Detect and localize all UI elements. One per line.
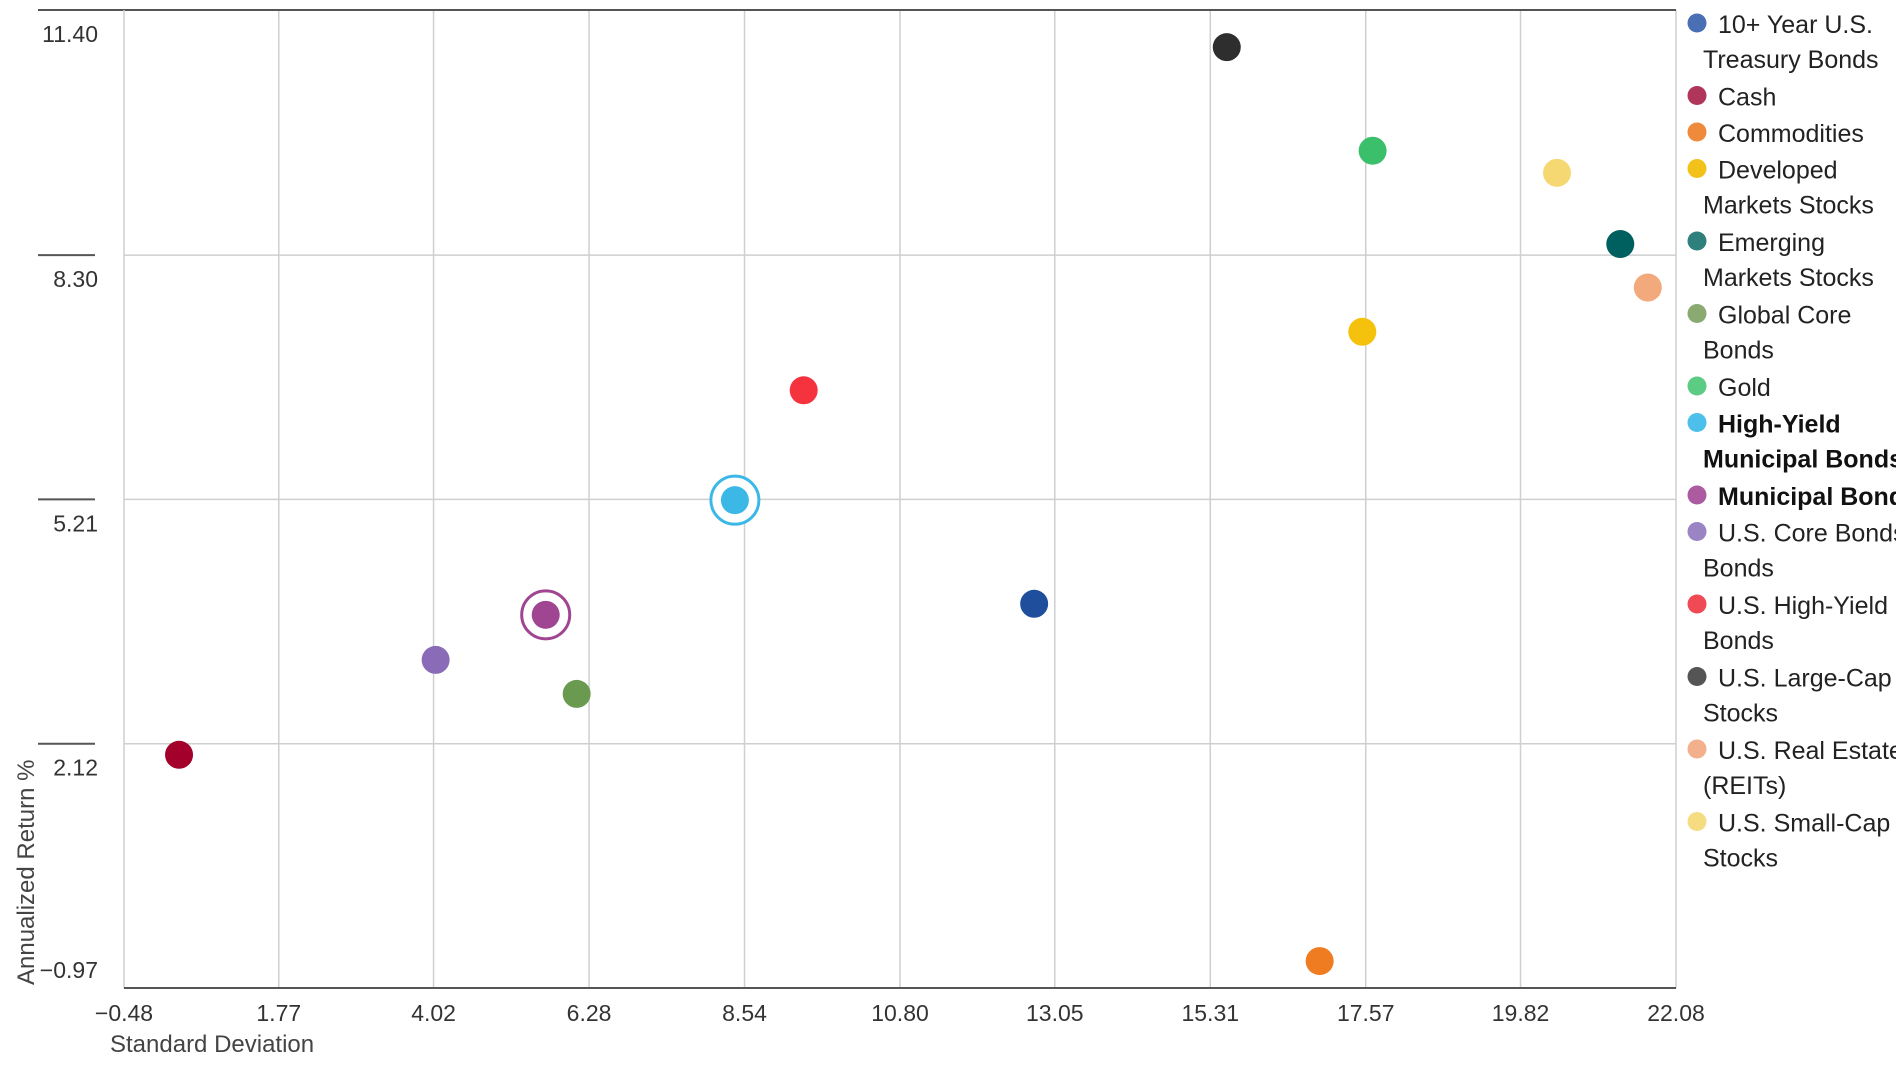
- legend-label: U.S. Core Bonds: [1718, 520, 1896, 548]
- y-tick-label: −0.97: [40, 957, 98, 983]
- legend-label: Developed: [1718, 157, 1838, 185]
- data-point[interactable]: [1542, 158, 1571, 187]
- y-tick-label: 8.30: [53, 266, 98, 292]
- legend-label: Stocks: [1703, 700, 1778, 728]
- legend-label: Commodities: [1718, 120, 1864, 148]
- legend-marker: [1687, 667, 1707, 686]
- legend-marker: [1687, 522, 1707, 541]
- legend-label: Treasury Bonds: [1703, 46, 1879, 74]
- data-point[interactable]: [1358, 136, 1387, 165]
- legend-marker: [1687, 86, 1707, 105]
- legend-marker: [1687, 376, 1707, 396]
- x-tick-label: 8.54: [722, 1000, 767, 1026]
- legend-label: Markets Stocks: [1703, 192, 1874, 220]
- x-tick-label: 19.82: [1492, 1000, 1550, 1026]
- x-tick-label: 22.08: [1647, 1000, 1705, 1026]
- tick-labels: −0.48 1.77 4.02 6.28 8.54 10.80 13.05 15.31 17.5…: [40, 21, 1705, 1026]
- data-point[interactable]: [1348, 317, 1377, 346]
- x-tick-label: −0.48: [95, 1000, 153, 1026]
- legend-marker: [1687, 485, 1707, 505]
- x-axis-title: Standard Deviation: [110, 1031, 314, 1058]
- data-point[interactable]: [720, 486, 749, 515]
- x-tick-label: 17.57: [1337, 1000, 1395, 1026]
- legend-label: U.S. High-Yield: [1718, 592, 1888, 620]
- legend-marker: [1687, 739, 1707, 759]
- data-point[interactable]: [421, 645, 450, 674]
- legend-label: U.S. Real Estate: [1718, 737, 1896, 765]
- data-point[interactable]: [531, 600, 560, 629]
- legend-marker: [1687, 122, 1707, 142]
- data-point[interactable]: [1633, 273, 1662, 302]
- x-tick-label: 4.02: [411, 1000, 456, 1026]
- legend: 10+ Year U.S. Treasury Bonds Cash Commoditi…: [1687, 11, 1896, 873]
- legend-marker: [1687, 594, 1707, 614]
- legend-label: Bonds: [1703, 337, 1774, 365]
- legend-label: Emerging: [1718, 229, 1825, 257]
- legend-label: U.S. Small-Cap: [1718, 810, 1890, 838]
- y-tick-label: 5.21: [53, 510, 98, 536]
- legend-label: Municipal Bonds: [1718, 483, 1896, 511]
- legend-label: Markets Stocks: [1703, 264, 1874, 292]
- data-point[interactable]: [789, 376, 818, 405]
- x-tick-label: 6.28: [567, 1000, 612, 1026]
- x-tick-label: 13.05: [1026, 1000, 1084, 1026]
- legend-label: Bonds: [1703, 627, 1774, 655]
- legend-label: Municipal Bonds: [1703, 446, 1896, 474]
- legend-label: Cash: [1718, 84, 1776, 112]
- legend-marker: [1687, 304, 1707, 323]
- x-tick-label: 1.77: [256, 1000, 301, 1026]
- x-tick-label: 10.80: [871, 1000, 929, 1026]
- legend-label: U.S. Large-Cap: [1718, 665, 1892, 693]
- axes: [38, 9, 1676, 989]
- data-point[interactable]: [1606, 230, 1635, 259]
- legend-marker: [1687, 159, 1707, 178]
- data-point[interactable]: [1020, 589, 1049, 618]
- legend-marker: [1687, 231, 1707, 251]
- data-points: [165, 33, 1662, 976]
- y-axis-title: Annualized Return %: [13, 760, 40, 985]
- legend-marker: [1687, 13, 1707, 33]
- y-tick-label: 11.40: [42, 21, 98, 47]
- y-tick-label: 2.12: [53, 755, 98, 781]
- x-tick-label: 15.31: [1181, 1000, 1239, 1026]
- legend-label: Bonds: [1703, 555, 1774, 583]
- legend-label: Stocks: [1703, 845, 1778, 873]
- legend-label: Gold: [1718, 374, 1771, 402]
- data-point[interactable]: [562, 679, 591, 708]
- legend-label: (REITs): [1703, 772, 1786, 800]
- legend-label: 10+ Year U.S.: [1718, 11, 1873, 39]
- legend-marker: [1687, 812, 1707, 831]
- legend-marker: [1687, 413, 1707, 432]
- data-point[interactable]: [1305, 947, 1334, 976]
- data-point[interactable]: [1212, 33, 1241, 62]
- legend-label: High-Yield: [1718, 411, 1841, 439]
- grid-lines: [124, 10, 1677, 988]
- data-point[interactable]: [165, 740, 194, 769]
- legend-label: Global Core: [1718, 302, 1851, 330]
